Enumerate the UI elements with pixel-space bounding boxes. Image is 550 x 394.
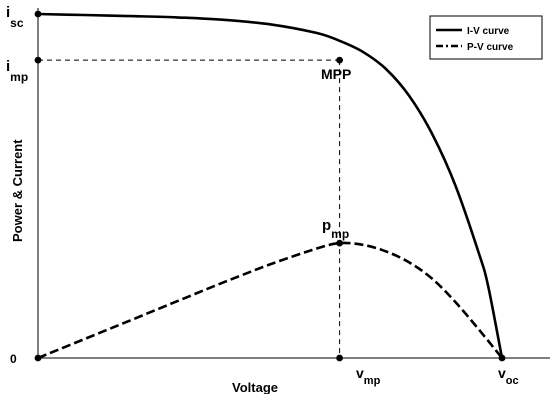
origin-point <box>34 354 42 362</box>
isc-label: isc <box>6 4 24 30</box>
voc-label: voc <box>498 365 519 387</box>
mpp-label: MPP <box>321 66 351 82</box>
legend-box <box>429 15 543 60</box>
imp-point <box>34 56 42 64</box>
mpp-point <box>336 56 343 64</box>
vmp-point <box>336 354 343 362</box>
pmp-point <box>336 239 343 247</box>
legend: I-V curve P-V curve <box>429 15 543 60</box>
voc-point <box>498 354 506 362</box>
isc-point <box>34 10 42 18</box>
origin-label: 0 <box>10 352 17 366</box>
imp-label: imp <box>6 58 28 84</box>
series-line-pv-curve <box>37 241 504 360</box>
series-line-iv-curve <box>37 12 504 359</box>
legend-label-pv: P-V curve <box>467 42 514 53</box>
vmp-label: vmp <box>356 365 381 387</box>
x-axis-title: Voltage <box>232 380 278 394</box>
legend-label-iv: I-V curve <box>467 26 510 37</box>
y-axis-title: Power & Current <box>10 139 25 242</box>
pmp-label: pmp <box>322 217 349 241</box>
